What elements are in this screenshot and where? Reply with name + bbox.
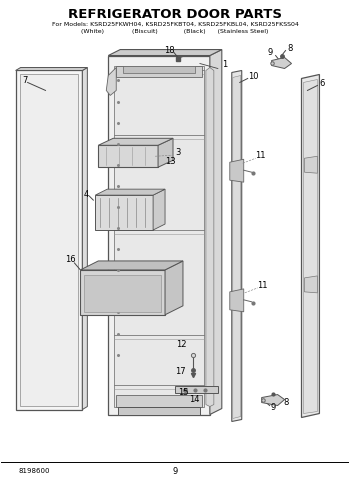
Text: 3: 3 [175,148,181,157]
Polygon shape [106,68,116,96]
Polygon shape [158,138,173,167]
Text: 7: 7 [22,76,27,85]
Text: 8: 8 [288,44,293,53]
Text: 15: 15 [178,388,188,397]
Polygon shape [165,261,183,315]
Polygon shape [116,66,202,77]
Polygon shape [232,71,242,422]
Text: 11: 11 [256,151,266,160]
Polygon shape [175,385,218,393]
Polygon shape [230,289,244,312]
Polygon shape [84,275,161,312]
Polygon shape [118,407,200,414]
Polygon shape [95,189,165,195]
Text: 13: 13 [165,156,175,166]
Text: 6: 6 [320,79,325,88]
Text: 9: 9 [172,467,177,476]
Polygon shape [116,395,202,407]
Polygon shape [304,156,317,173]
Text: For Models: KSRD25FKWH04, KSRD25FKBT04, KSRD25FKBL04, KSRD25FKSS04: For Models: KSRD25FKWH04, KSRD25FKBT04, … [51,22,299,27]
Text: 18: 18 [164,46,174,55]
Polygon shape [304,276,317,293]
Text: 9: 9 [268,48,273,57]
Polygon shape [82,68,88,410]
Polygon shape [114,66,204,407]
Polygon shape [210,50,222,414]
Polygon shape [301,74,320,417]
Polygon shape [206,68,214,407]
Text: 1: 1 [222,60,228,69]
Polygon shape [16,68,88,71]
Text: (White)              (Biscuit)             (Black)      (Stainless Steel): (White) (Biscuit) (Black) (Stainless Ste… [81,29,269,34]
Polygon shape [98,138,173,145]
Polygon shape [272,57,292,69]
Text: 8: 8 [284,398,289,407]
Text: 17: 17 [175,367,185,376]
Text: 8198600: 8198600 [19,469,50,474]
Polygon shape [303,80,317,413]
Text: 9: 9 [271,403,276,412]
Polygon shape [233,75,241,418]
Polygon shape [108,56,210,414]
Text: 10: 10 [248,72,259,81]
Polygon shape [108,50,222,56]
Polygon shape [80,270,165,315]
Text: 12: 12 [176,340,186,349]
Polygon shape [153,189,165,230]
Text: 11: 11 [257,282,268,290]
Polygon shape [123,66,195,73]
Text: REFRIGERATOR DOOR PARTS: REFRIGERATOR DOOR PARTS [68,8,282,21]
Polygon shape [16,71,82,410]
Polygon shape [20,74,78,406]
Polygon shape [230,159,244,182]
Text: 16: 16 [65,256,76,265]
Polygon shape [95,195,153,230]
Polygon shape [98,145,158,167]
Text: 4: 4 [84,190,89,199]
Polygon shape [80,261,183,270]
Polygon shape [262,395,285,406]
Text: 14: 14 [189,395,199,404]
